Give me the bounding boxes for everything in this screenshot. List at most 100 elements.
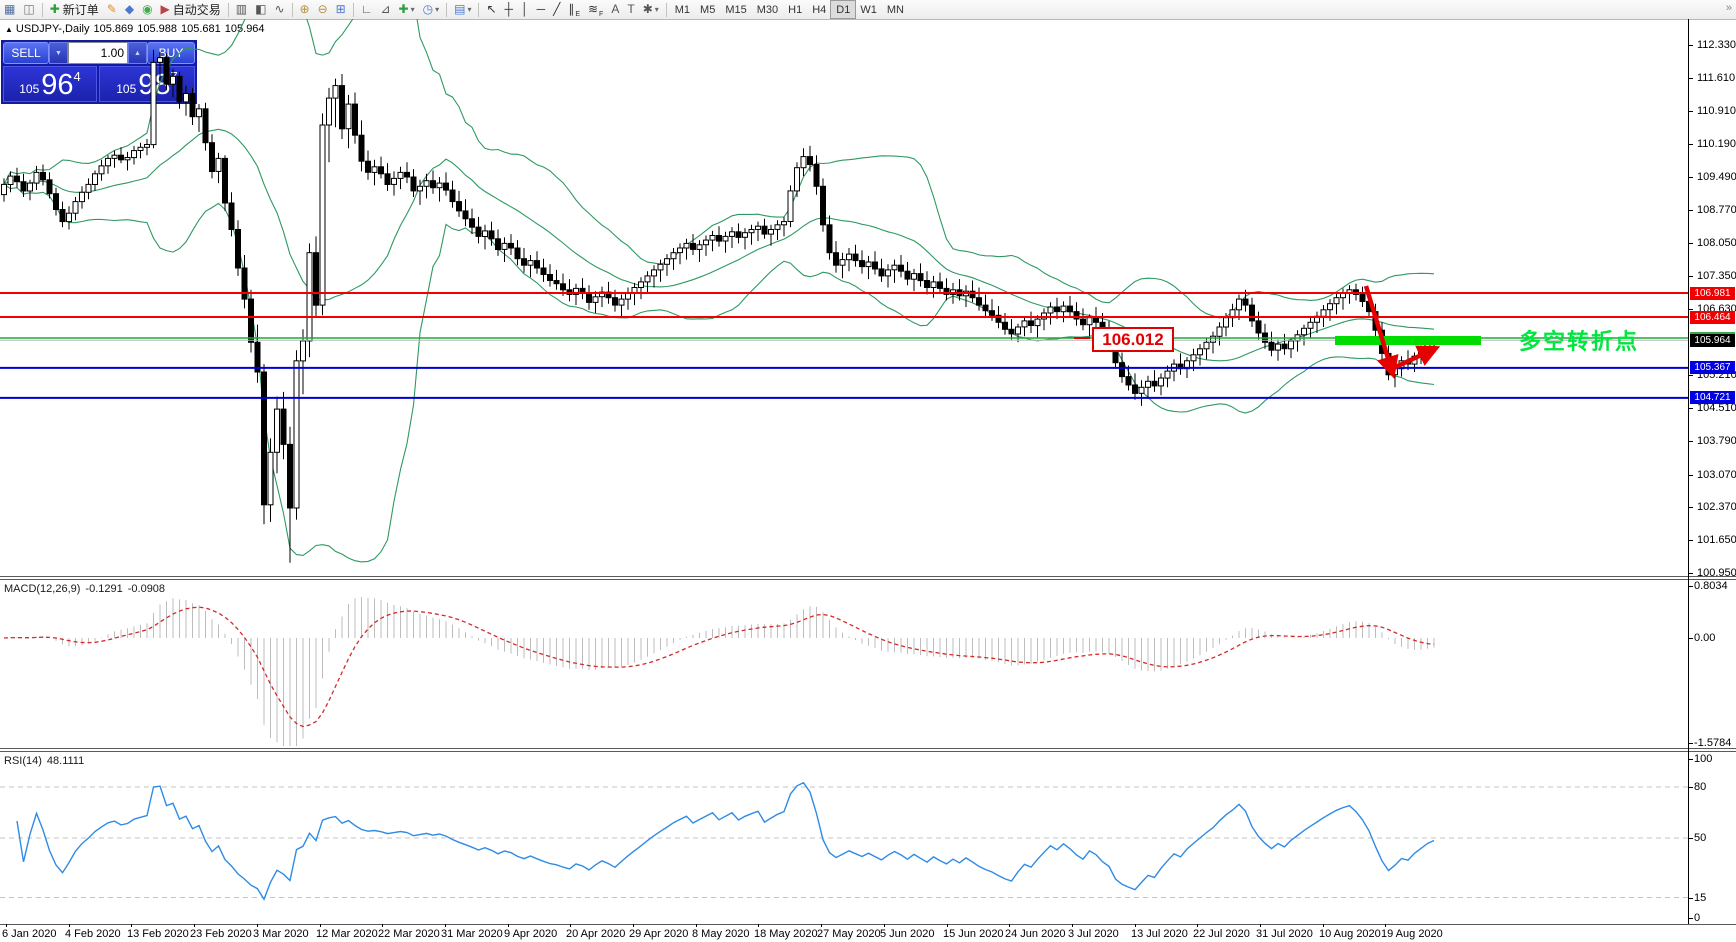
- zoom-out-icon[interactable]: ⊖: [314, 1, 332, 18]
- new-chart-icon: ▦: [4, 2, 16, 16]
- toolbar-separator: [227, 2, 229, 17]
- sell-button[interactable]: SELL: [3, 42, 49, 64]
- pane-divider[interactable]: [0, 751, 1736, 752]
- toolbar-overflow-icon[interactable]: »: [1725, 2, 1732, 14]
- candle-bear: [469, 218, 475, 228]
- candle-bull: [326, 97, 332, 126]
- pane-divider[interactable]: [0, 748, 1736, 749]
- price-axis-tick: [1689, 210, 1693, 211]
- expert-advisors-icon[interactable]: ◆: [121, 1, 138, 18]
- candle-bear: [1359, 294, 1366, 302]
- candle-bull: [105, 157, 111, 167]
- indicators-icon[interactable]: ∟: [357, 1, 377, 18]
- text-icon[interactable]: A: [607, 1, 623, 18]
- date-axis-tick: [633, 924, 634, 927]
- bid-big: 96: [41, 69, 74, 101]
- date-axis-tick: [69, 924, 70, 927]
- timeframe-MN[interactable]: MN: [886, 3, 904, 16]
- macd-subchart[interactable]: [0, 580, 1688, 747]
- trendline-icon[interactable]: ╱: [549, 1, 564, 18]
- date-axis-label: 22 Jul 2020: [1193, 928, 1250, 940]
- date-axis-tick: [257, 924, 258, 927]
- candle-bull: [1333, 297, 1340, 305]
- candle-bull: [1138, 386, 1145, 394]
- profiles-icon[interactable]: ◫: [19, 1, 38, 18]
- candle-bull: [1164, 370, 1171, 379]
- auto-trading-icon[interactable]: ▶ 自动交易: [157, 1, 225, 18]
- candle-bull: [170, 75, 176, 85]
- bar-chart-icon[interactable]: ▥: [232, 1, 251, 18]
- new-chart-icon[interactable]: ▦: [0, 1, 19, 18]
- indicator-windows-icon[interactable]: ⊿: [376, 1, 394, 18]
- templates-icon[interactable]: ▤ ▾: [454, 2, 472, 16]
- equidistant-channel-icon[interactable]: ∥ E: [568, 2, 580, 18]
- templates-icon: ▤: [454, 2, 466, 16]
- date-axis[interactable]: 6 Jan 2020 4 Feb 2020 13 Feb 2020 23 Feb 20…: [0, 924, 1688, 942]
- pane-divider[interactable]: [0, 576, 1736, 577]
- zoom-in-icon[interactable]: ⊕: [296, 1, 314, 18]
- candle-bull: [1275, 343, 1281, 351]
- cursor-icon: ↖: [486, 2, 497, 16]
- text-label-icon[interactable]: T: [623, 1, 638, 18]
- candle-bear: [976, 297, 982, 306]
- volume-down-button[interactable]: ▼: [49, 42, 68, 64]
- new-order-icon[interactable]: ✚ 新订单: [46, 1, 103, 18]
- bid-price[interactable]: 105 96 4: [3, 66, 98, 102]
- timeframe-M5[interactable]: M5: [700, 3, 716, 16]
- timeframe-M15[interactable]: M15: [725, 3, 747, 16]
- fibonacci-icon[interactable]: ≋ F: [587, 2, 604, 18]
- price-tag-106012: 106.012: [1092, 327, 1174, 352]
- candle-bull: [1060, 305, 1067, 313]
- arrows-icon[interactable]: ✱ ▾: [642, 2, 659, 16]
- candle-bull: [618, 298, 625, 306]
- candle-bear: [449, 189, 456, 203]
- crosshair-icon[interactable]: ┼: [501, 1, 518, 18]
- timeframe-W1[interactable]: W1: [860, 3, 877, 16]
- equidistant-channel-icon: ∥: [568, 2, 575, 16]
- candle-bear: [209, 142, 215, 172]
- symbol-collapse-icon[interactable]: ▲: [5, 25, 13, 34]
- line-chart-icon[interactable]: ∿: [270, 1, 288, 18]
- macd-value-main: -0.1291: [85, 583, 123, 595]
- candle-bull: [709, 235, 716, 241]
- pane-divider[interactable]: [0, 579, 1736, 580]
- candle-bull: [774, 224, 781, 230]
- cursor-icon[interactable]: ↖: [482, 1, 500, 18]
- candle-bear: [917, 273, 924, 282]
- trendline-icon: ╱: [553, 2, 561, 16]
- timeframe-H4[interactable]: H4: [812, 3, 827, 16]
- add-indicator-icon[interactable]: ✚ ▾: [398, 2, 415, 16]
- candle-bear: [1249, 304, 1255, 322]
- timeframe-H1[interactable]: H1: [788, 3, 803, 16]
- macd-axis-tick: [1689, 638, 1693, 639]
- toolbar-separator: [41, 2, 43, 17]
- candle-bull: [592, 296, 599, 303]
- signals-icon[interactable]: ◉: [138, 1, 156, 18]
- tile-windows-icon[interactable]: ⊞: [332, 1, 350, 18]
- bar-chart-icon: ▥: [235, 2, 248, 16]
- candle-bull: [644, 275, 651, 283]
- date-axis-tick: [947, 924, 948, 927]
- candle-bull: [839, 259, 846, 266]
- candle-bear: [235, 229, 241, 269]
- candle-bull: [657, 263, 664, 271]
- crayon-icon[interactable]: ✎: [103, 1, 121, 18]
- timeframe-D1[interactable]: D1: [830, 0, 857, 19]
- timeframe-M30[interactable]: M30: [756, 3, 779, 16]
- periods-icon[interactable]: ◷ ▾: [422, 2, 440, 16]
- vertical-line-icon[interactable]: │: [517, 1, 533, 18]
- candlestick-chart-icon[interactable]: ◧: [251, 1, 270, 18]
- date-axis-label: 6 Jan 2020: [2, 928, 57, 940]
- date-axis-label: 13 Jul 2020: [1131, 928, 1188, 940]
- timeframe-M1[interactable]: M1: [674, 3, 691, 16]
- rsi-subchart[interactable]: [0, 752, 1688, 924]
- candle-bear: [937, 281, 943, 289]
- price-axis-label: 111.610: [1697, 72, 1736, 84]
- volume-up-button[interactable]: ▲: [128, 42, 147, 64]
- axis-border: [1688, 19, 1689, 924]
- main-price-chart[interactable]: [0, 19, 1688, 576]
- horizontal-line-icon[interactable]: ─: [533, 1, 550, 18]
- volume-input[interactable]: [68, 42, 128, 64]
- candle-bull: [1021, 320, 1028, 328]
